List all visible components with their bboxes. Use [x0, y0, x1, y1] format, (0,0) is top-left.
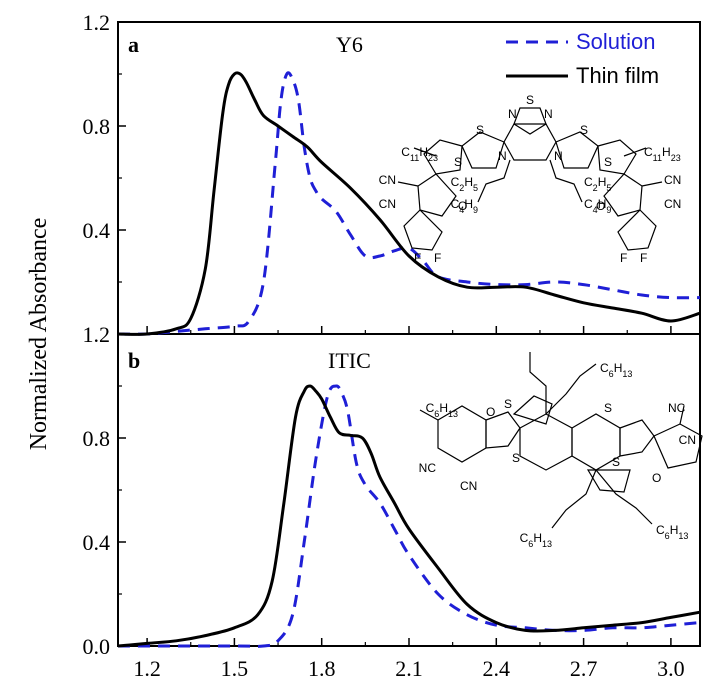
y6-c2h5-right: C2H5: [584, 175, 611, 193]
panel-a-y-tick-label: 0.4: [83, 218, 111, 243]
y6-structure: S N N S S S S N N C11H23 C11H23 C2H5 C2H…: [379, 93, 682, 265]
y6-n-top-right: N: [544, 107, 553, 121]
y6-o-right: O: [596, 199, 605, 213]
y6-s-left-1: S: [476, 123, 484, 137]
x-tick-label: 2.7: [570, 656, 598, 681]
panel-b-y-tick-label: 0.8: [83, 426, 111, 451]
legend-thin-film-label: Thin film: [576, 63, 659, 88]
itic-c6h13-1: C6H13: [426, 401, 458, 419]
x-tick-label: 1.8: [308, 656, 336, 681]
y6-f-3: F: [620, 251, 627, 265]
y6-o-left: O: [458, 199, 467, 213]
itic-structure: C6H13 C6H13 C6H13 C6H13 S S S S O O NC C…: [419, 352, 703, 549]
itic-s-3: S: [604, 401, 612, 415]
itic-o-2: O: [652, 471, 661, 485]
itic-c6h13-2: C6H13: [600, 361, 632, 379]
panel-a-y-tick-label: 1.2: [83, 10, 111, 35]
panel-a-letter: a: [128, 32, 139, 57]
panel-b-y-tick-label: 0.0: [83, 634, 111, 659]
x-tick-label: 1.5: [221, 656, 249, 681]
y6-c11h23-left: C11H23: [401, 145, 438, 163]
y6-cn-4: CN: [664, 197, 681, 211]
x-tick-label: 2.1: [395, 656, 423, 681]
itic-c6h13-4: C6H13: [656, 523, 688, 541]
legend-solution-label: Solution: [576, 29, 656, 54]
y6-s-top: S: [526, 93, 534, 107]
panel-a-series: [117, 71, 701, 336]
panel-b-y-tick-label: 0.4: [83, 530, 111, 555]
itic-nc-2: NC: [668, 401, 686, 415]
panel-a-ticks: 1.2 0.8 0.4 1.2: [83, 10, 672, 347]
panel-b-ticks: 0.8 0.4 0.0 1.2 1.5 1.8 2.1 2.4 2.7 3.0: [83, 385, 685, 681]
y6-f-2: F: [434, 251, 441, 265]
y6-f-1: F: [414, 251, 421, 265]
legend: Solution Thin film: [506, 29, 659, 88]
itic-cn-2: CN: [679, 433, 696, 447]
panel-b-title: ITIC: [328, 348, 371, 373]
x-tick-label: 1.2: [133, 656, 161, 681]
y6-n-top-left: N: [508, 107, 517, 121]
y6-s-left-2: S: [454, 155, 462, 169]
y6-cn-2: CN: [379, 197, 396, 211]
itic-s-1: S: [504, 397, 512, 411]
y6-f-4: F: [640, 251, 647, 265]
y6-s-right-1: S: [580, 123, 588, 137]
panel-a-series-solution: [117, 71, 701, 336]
itic-o-1: O: [486, 405, 495, 419]
y6-c4h9-right: C4H9: [584, 197, 611, 215]
panel-b-series-thin-film: [117, 384, 701, 648]
itic-cn-1: CN: [460, 479, 477, 493]
itic-c6h13-3: C6H13: [520, 531, 552, 549]
panel-b-series: [117, 384, 701, 648]
panel-b-letter: b: [128, 348, 140, 373]
y6-cn-1: CN: [379, 173, 396, 187]
panel-b-series-solution: [118, 384, 701, 648]
x-tick-label: 2.4: [483, 656, 511, 681]
y-axis-title: Normalized Absorbance: [26, 218, 52, 451]
y6-n-right: N: [554, 149, 563, 163]
panel-a-y-tick-label: 0.8: [83, 114, 111, 139]
x-tick-label: 3.0: [657, 656, 685, 681]
itic-nc-1: NC: [419, 461, 437, 475]
itic-s-2: S: [512, 451, 520, 465]
y6-n-left: N: [498, 149, 507, 163]
y6-c4h9-left: C4H9: [451, 197, 478, 215]
y6-c2h5-left: C2H5: [451, 175, 478, 193]
panel-a-series-thin-film: [117, 71, 701, 336]
itic-s-4: S: [612, 455, 620, 469]
y6-s-right-2: S: [604, 155, 612, 169]
y6-cn-3: CN: [664, 173, 681, 187]
panel-a-y-tick-label: 1.2: [83, 322, 111, 347]
panel-a-title: Y6: [336, 32, 363, 57]
y6-c11h23-right: C11H23: [644, 145, 681, 163]
